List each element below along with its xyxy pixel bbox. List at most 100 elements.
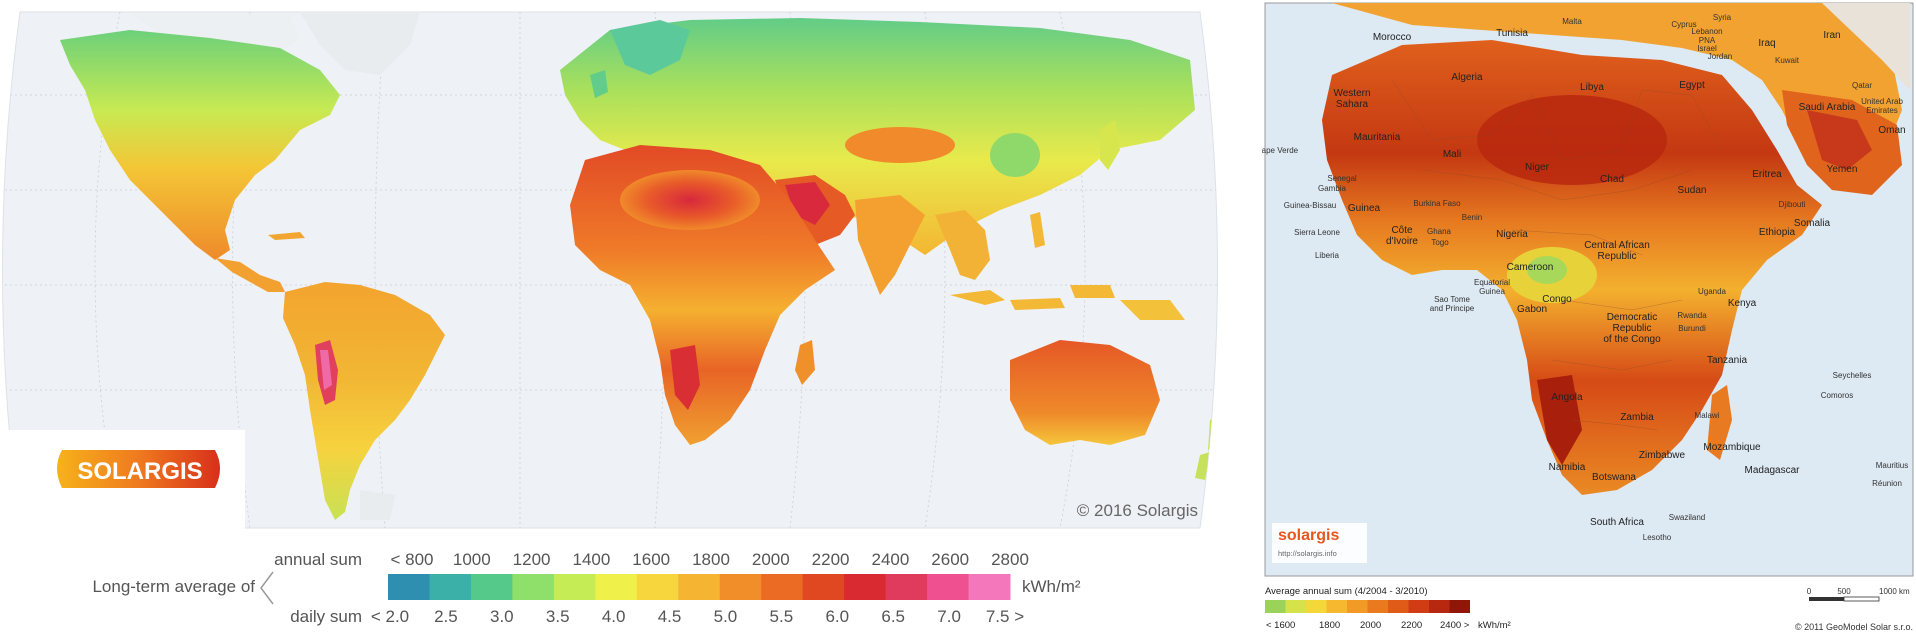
country-label: Kenya: [1728, 298, 1757, 309]
namibia-peak: [1537, 375, 1582, 465]
africa-solargis-logo: solargis http://solargis.info: [1272, 523, 1367, 563]
country-label: Libya: [1580, 82, 1604, 93]
legend-swatch: [388, 574, 430, 600]
legend-daily-tick: 6.0: [825, 607, 849, 626]
country-label: Oman: [1878, 125, 1905, 136]
legend-swatch: [470, 574, 513, 600]
africa-legend-title: Average annual sum (4/2004 - 3/2010): [1265, 586, 1428, 597]
world-map-legend: Long-term average of annual sum daily su…: [92, 550, 1080, 626]
world-solar-map: © 2016 Solargis SOLARGIS Long-term avera…: [2, 11, 1218, 626]
legend-annual-tick: 1800: [692, 550, 730, 569]
country-label: Equatorial Guinea: [1474, 278, 1510, 296]
arabia-core: [1807, 110, 1872, 170]
legend-swatch: [512, 574, 555, 600]
japan: [1100, 120, 1120, 170]
country-label: Israel: [1697, 44, 1717, 53]
country-label: Togo: [1431, 238, 1449, 247]
africa-legend-tick: 1800: [1319, 620, 1340, 631]
country-label: Malta: [1562, 17, 1582, 26]
country-label: Iran: [1823, 30, 1840, 41]
africa-legend-swatch: [1347, 600, 1368, 613]
africa-legend-tick: < 1600: [1266, 620, 1295, 631]
country-label: United Arab Emirates: [1861, 97, 1903, 115]
legend-swatch: [595, 574, 638, 600]
new-guinea: [1120, 300, 1185, 320]
africa-legend-swatch: [1408, 600, 1429, 613]
legend-bracket: [260, 571, 274, 605]
south-america: [283, 282, 445, 520]
legend-annual-tick: 1600: [632, 550, 670, 569]
legend-swatch: [429, 574, 472, 600]
africa: [570, 145, 835, 445]
philippines: [1030, 212, 1045, 248]
country-label: Cameroon: [1507, 262, 1554, 273]
country-label: Lesotho: [1643, 533, 1672, 542]
country-label: Djibouti: [1779, 200, 1806, 209]
legend-daily-ticks: < 2.0 2.5 3.0 3.5 4.0 4.5 5.0 5.5 6.0 6.5 7.0 7.5 >: [371, 607, 1024, 626]
sahara-peak-region: [1477, 95, 1667, 185]
country-label: Zimbabwe: [1639, 450, 1686, 461]
africa-legend-swatch: [1449, 600, 1470, 613]
country-label: Nigeria: [1496, 229, 1528, 240]
legend-swatch: [885, 574, 928, 600]
country-label: Sao Tome and Principe: [1430, 295, 1475, 313]
namibia-high-irradiance: [670, 345, 700, 410]
africa-legend-swatch: [1265, 600, 1286, 613]
legend-daily-tick: 7.5 >: [986, 607, 1024, 626]
africa-borders: [1391, 79, 1723, 431]
scale-label-1000: 1000 km: [1879, 587, 1910, 596]
arctic-islands: [130, 14, 300, 55]
country-label: Tunisia: [1496, 28, 1528, 39]
country-label: Yemen: [1827, 164, 1858, 175]
country-label: Guinea-Bissau: [1284, 201, 1336, 210]
scandinavia: [610, 20, 690, 75]
africa-scale-bar: 0 500 1000 km: [1807, 587, 1910, 602]
country-label: Syria: [1713, 13, 1732, 22]
legend-swatch: [844, 574, 887, 600]
india: [855, 195, 925, 295]
legend-daily-tick: 5.0: [714, 607, 738, 626]
country-label: Cyprus: [1671, 20, 1696, 29]
legend-swatch: [719, 574, 762, 600]
british-isles: [590, 70, 608, 98]
country-label: Mauritania: [1354, 132, 1401, 143]
country-label: South Africa: [1590, 517, 1644, 528]
country-label: Uganda: [1698, 287, 1727, 296]
country-label: Benin: [1462, 213, 1482, 222]
atacama-peak: [320, 350, 332, 390]
africa-legend-swatch: [1367, 600, 1388, 613]
country-label: Democratic Republic of the Congo: [1603, 312, 1661, 345]
africa-legend-tick: 2000: [1360, 620, 1381, 631]
country-label: Namibia: [1549, 462, 1586, 473]
sichuan-low-irradiance: [990, 133, 1040, 177]
country-label: Réunion: [1872, 479, 1902, 488]
tibet-plateau: [845, 127, 955, 163]
legend-swatch: [968, 574, 1011, 600]
africa-solar-map: Morocco Tunisia Malta Cyprus Syria LebanonPNA…: [1256, 2, 1914, 632]
caribbean: [268, 232, 305, 240]
legend-daily-tick: 5.5: [770, 607, 794, 626]
scale-label-0: 0: [1807, 587, 1812, 596]
africa-solar-map-panel: Morocco Tunisia Malta Cyprus Syria Lebanon PNA…: [1256, 0, 1916, 635]
madagascar-island: [1707, 385, 1732, 460]
country-label: Chad: [1600, 174, 1624, 185]
africa-legend-swatch: [1326, 600, 1347, 613]
madagascar: [795, 340, 815, 385]
country-label: Morocco: [1373, 32, 1412, 43]
legend-annual-tick: 2600: [931, 550, 969, 569]
legend-daily-tick: 6.5: [881, 607, 905, 626]
country-label: Eritrea: [1752, 169, 1782, 180]
africa-legend-swatch: [1388, 600, 1409, 613]
country-label: Cape Verde: [1262, 146, 1299, 155]
world-solar-map-panel: © 2016 Solargis SOLARGIS Long-term avera…: [2, 11, 1218, 626]
africa-legend-ticks: < 1600 1800 2000 2200 2400 >: [1266, 620, 1470, 631]
legend-annual-ticks: < 800 1000 1200 1400 1600 1800 2000 2200 2400 260…: [390, 550, 1028, 569]
country-label: Central African Republic: [1584, 240, 1650, 262]
legend-daily-tick: 7.0: [937, 607, 961, 626]
gabon-lowest: [1527, 256, 1567, 284]
scale-label-500: 500: [1837, 587, 1851, 596]
country-label: Algeria: [1451, 72, 1483, 83]
legend-daily-tick: 4.0: [602, 607, 626, 626]
country-label: Swaziland: [1669, 513, 1705, 522]
africa-legend-tick: 2400 >: [1440, 620, 1470, 631]
